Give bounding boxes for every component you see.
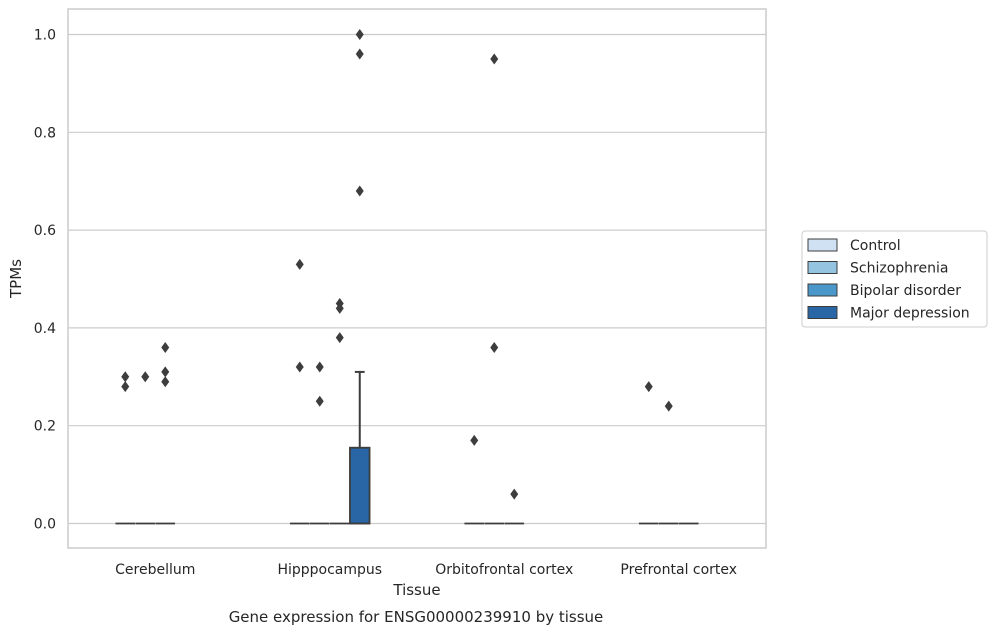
legend-swatch: [807, 238, 838, 252]
boxes: [115, 370, 699, 525]
grid-lines: [68, 33, 766, 525]
outlier-point: [470, 434, 479, 446]
outlier-point: [335, 332, 344, 344]
outlier-point: [355, 29, 364, 40]
x-tick-label: Hipppocampus: [277, 562, 382, 578]
x-tick-label: Orbitofrontal cortex: [435, 562, 573, 578]
legend-swatch: [807, 283, 838, 297]
outlier-point: [161, 341, 170, 353]
outlier-point: [490, 53, 499, 65]
x-tick-label: Prefrontal cortex: [620, 562, 737, 578]
box-body: [349, 446, 371, 525]
x-axis-title: Tissue: [392, 581, 440, 599]
outlier-point: [315, 395, 324, 407]
legend: Control Schizophrenia Bipolar disorder Majo…: [801, 230, 988, 328]
outlier-point: [295, 361, 304, 373]
box-major-depression: [349, 370, 371, 525]
y-tick-label: 0.0: [34, 517, 56, 533]
legend-label: Control: [850, 238, 901, 254]
x-axis-ticks: Cerebellum Hipppocampus Orbitofrontal cort…: [115, 562, 737, 578]
legend-swatch: [807, 261, 838, 274]
y-axis-ticks: 0.0 0.2 0.4 0.6 0.8 1.0: [34, 28, 56, 533]
outlier-point: [644, 381, 653, 393]
plot-area-frame: [67, 8, 767, 549]
y-tick-label: 1.0: [34, 28, 56, 44]
outlier-point: [490, 341, 499, 353]
outlier-point: [335, 302, 344, 314]
outlier-point: [510, 488, 519, 500]
outlier-point: [161, 376, 170, 388]
outlier-point: [315, 361, 324, 373]
legend-frame: [801, 230, 988, 328]
outliers: [121, 29, 673, 500]
outlier-point: [141, 371, 150, 383]
y-axis-title: TPMs: [7, 259, 25, 299]
y-tick-label: 0.2: [34, 419, 56, 435]
legend-swatch: [807, 306, 838, 319]
outlier-point: [664, 400, 673, 412]
outlier-point: [121, 381, 130, 393]
outlier-point: [355, 185, 364, 197]
legend-label: Bipolar disorder: [850, 283, 961, 299]
chart-caption: Gene expression for ENSG00000239910 by t…: [229, 608, 604, 626]
outlier-point: [161, 366, 170, 378]
y-tick-label: 0.8: [34, 125, 56, 141]
outlier-point: [121, 371, 130, 383]
outlier-point: [295, 258, 304, 270]
outlier-point: [355, 48, 364, 60]
legend-label: Schizophrenia: [850, 261, 948, 277]
x-tick-label: Cerebellum: [115, 562, 195, 578]
y-tick-label: 0.6: [34, 223, 56, 239]
y-tick-label: 0.4: [34, 321, 56, 337]
legend-label: Major depression: [850, 306, 970, 322]
